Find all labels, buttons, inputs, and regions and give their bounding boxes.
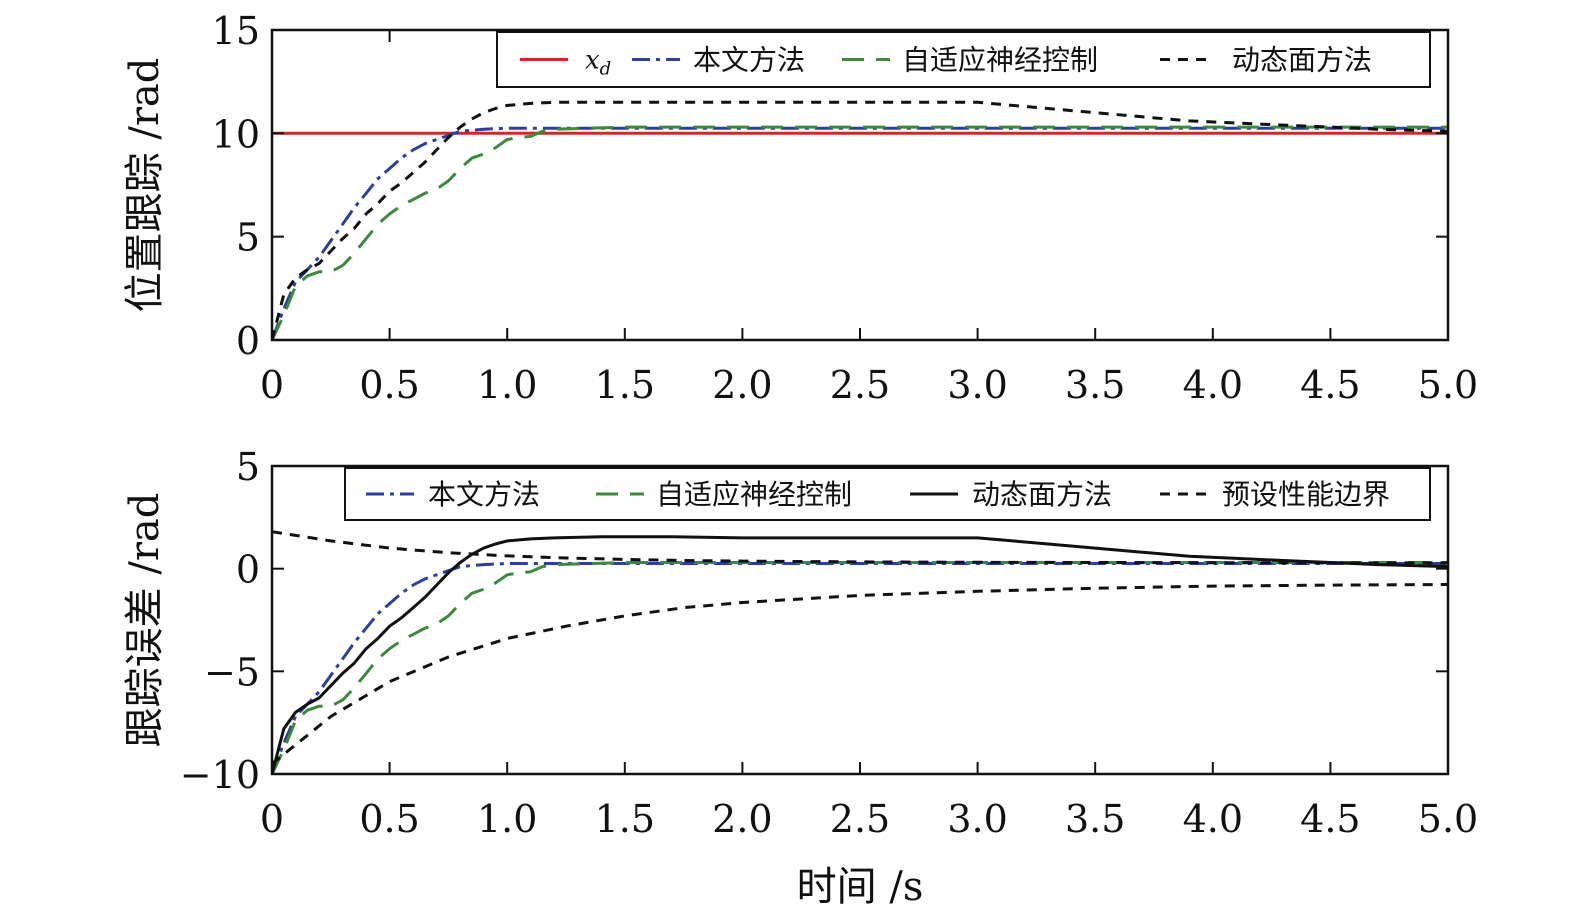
x-tick-label: 4.0 <box>1183 363 1243 407</box>
legend-label: 预设性能边界 <box>1222 478 1390 511</box>
y-tick-label: −5 <box>204 650 260 694</box>
series-line-4 <box>272 530 1448 565</box>
legend-label: 本文方法 <box>693 44 805 77</box>
x-tick-label: 2.5 <box>830 797 890 841</box>
x-tick-label: 5.0 <box>1418 363 1478 407</box>
series-group <box>272 100 1448 340</box>
x-tick-label: 1.5 <box>595 797 655 841</box>
x-axis-label: 时间 /s <box>797 864 924 910</box>
series-line-1 <box>272 562 1448 774</box>
x-tick-label: 4.5 <box>1300 797 1360 841</box>
x-tick-label: 3.5 <box>1065 363 1125 407</box>
x-tick-label: 3.0 <box>947 363 1007 407</box>
x-tick-label: 2.5 <box>830 363 890 407</box>
legend-label: 动态面方法 <box>972 478 1112 511</box>
x-tick-label: 3.0 <box>947 797 1007 841</box>
legend-label: 本文方法 <box>428 478 540 511</box>
series-line-3 <box>272 535 1448 774</box>
y-tick-label: −10 <box>180 753 260 797</box>
x-tick-label: 0 <box>260 797 284 841</box>
series-line-4 <box>272 100 1448 340</box>
legend-box <box>496 31 1431 88</box>
x-tick-label: 5.0 <box>1418 797 1478 841</box>
legend-label: 自适应神经控制 <box>656 478 852 511</box>
series-line-5 <box>272 583 1448 765</box>
series-line-3 <box>272 125 1448 340</box>
x-tick-label: 2.0 <box>712 797 772 841</box>
legend: 本文方法 自适应神经控制 动态面方法 预设性能边界 <box>344 467 1431 521</box>
x-tick-label: 0.5 <box>359 797 419 841</box>
x-tick-label: 1.0 <box>477 363 537 407</box>
x-tick-label: 4.0 <box>1183 797 1243 841</box>
series-line-2 <box>272 561 1448 774</box>
x-tick-label: 4.5 <box>1300 363 1360 407</box>
y-tick-label: 0 <box>236 548 260 592</box>
y-tick-label: 0 <box>236 319 260 363</box>
y-tick-label: 5 <box>236 216 260 260</box>
y-tick-label: 10 <box>212 112 260 156</box>
series-line-2 <box>272 126 1448 340</box>
chart-panel-2: 0 0.5 1.0 1.5 2.0 2.5 3.0 3.5 4.0 4.5 5.0 −10 −5 0 5 跟踪… <box>122 445 1478 910</box>
y-tick-label: 15 <box>212 9 260 53</box>
chart-panel-1: 0 0.5 1.0 1.5 2.0 2.5 3.0 3.5 4.0 4.5 5.0 0 5 10 15 位置跟… <box>122 9 1478 407</box>
legend-label: 自适应神经控制 <box>902 44 1098 77</box>
legend: xd 本文方法 自适应神经控制 动态面方法 <box>496 31 1431 88</box>
y-axis-label: 跟踪误差 /rad <box>122 493 168 748</box>
series-group <box>272 530 1448 774</box>
x-tick-label: 0 <box>260 363 284 407</box>
x-tick-label: 1.0 <box>477 797 537 841</box>
legend-box <box>344 467 1431 521</box>
x-tick-label: 2.0 <box>712 363 772 407</box>
x-tick-label: 0.5 <box>359 363 419 407</box>
y-tick-label: 5 <box>236 445 260 489</box>
x-tick-label: 1.5 <box>595 363 655 407</box>
y-axis-label: 位置跟踪 /rad <box>122 58 168 313</box>
x-tick-label: 3.5 <box>1065 797 1125 841</box>
legend-label-xd: xd <box>585 46 611 80</box>
legend-label: 动态面方法 <box>1232 44 1372 77</box>
